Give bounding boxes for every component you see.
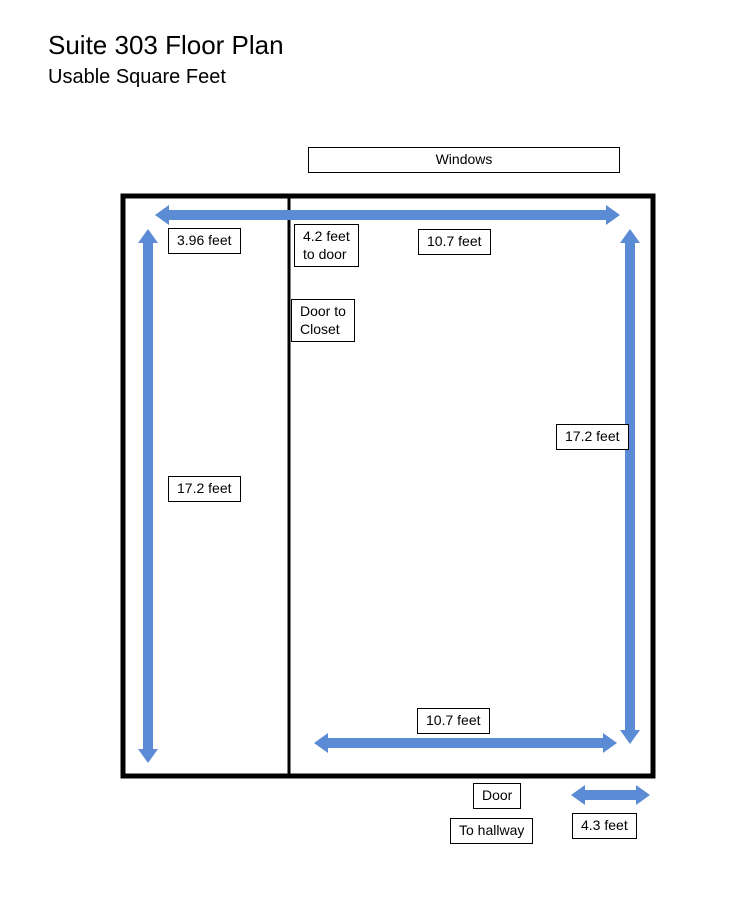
label-door-to-closet: Door to Closet <box>291 299 355 342</box>
floorplan-svg <box>0 0 734 915</box>
label-10-7-feet-top: 10.7 feet <box>418 229 491 255</box>
label-4-2-feet-to-door: 4.2 feet to door <box>294 224 359 267</box>
label-3-96-feet: 3.96 feet <box>168 228 241 254</box>
label-door: Door <box>473 783 521 809</box>
label-10-7-feet-bottom: 10.7 feet <box>417 708 490 734</box>
label-windows: Windows <box>308 147 620 173</box>
label-4-3-feet: 4.3 feet <box>572 813 637 839</box>
label-17-2-feet-left: 17.2 feet <box>168 476 241 502</box>
label-to-hallway: To hallway <box>450 818 533 844</box>
label-17-2-feet-right: 17.2 feet <box>556 424 629 450</box>
